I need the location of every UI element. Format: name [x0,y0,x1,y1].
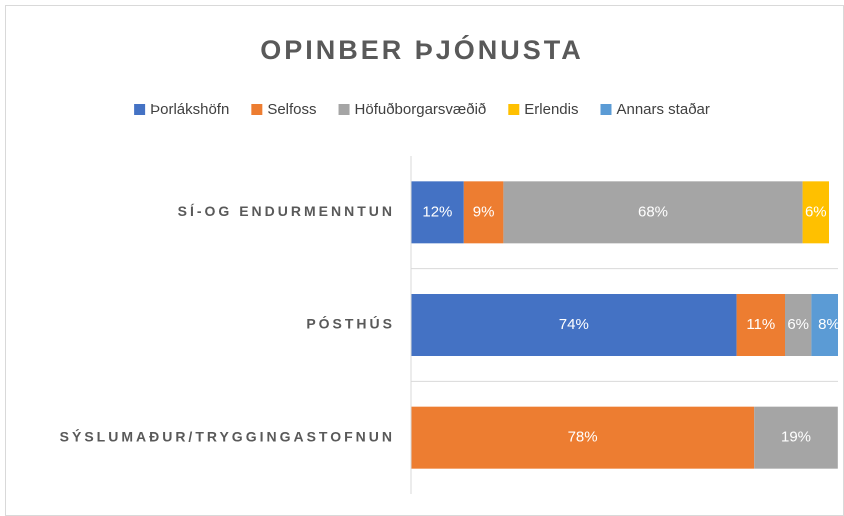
bar-segment [411,294,737,356]
chart-title: OPINBER ÞJÓNUSTA [260,34,584,65]
legend-label: Annars staðar [616,101,709,118]
legend-swatch [338,104,350,115]
legend-swatch [251,104,263,115]
bar-segment [802,181,829,244]
bar-segment [411,406,755,469]
data-label: 6% [787,316,809,333]
category-label: SÍ-OG ENDURMENNTUN [178,203,395,219]
data-label: 9% [473,203,495,220]
legend-swatch [134,104,146,115]
bar-segment [785,294,812,356]
legend-label: Selfoss [267,101,316,118]
bar-segment [736,294,785,356]
data-label: 68% [638,203,668,220]
data-label: 8% [818,316,840,333]
legend-swatch [600,104,612,115]
category-label: SÝSLUMAÐUR/TRYGGINGASTOFNUN [60,427,395,444]
legend-label: Höfuðborgarsvæðið [355,101,487,118]
plot-area: 12% 9% 68% 6% 74% 11% 6% 8% 78% 19% [411,181,840,469]
data-label: 6% [805,203,827,220]
bar-segment [411,181,464,244]
data-label: 11% [746,316,775,333]
data-label: 12% [422,203,452,220]
category-label: PÓSTHÚS [306,315,395,332]
bar-segment [811,294,838,356]
bar-segment [754,406,838,469]
data-label: 74% [559,316,589,333]
bar-segment [463,181,504,244]
legend-swatch [508,104,520,115]
legend-label: Erlendis [524,101,578,118]
data-label: 19% [781,429,811,446]
data-label: 78% [568,429,598,446]
bar-segment [503,181,803,244]
legend-label: Þorlákshöfn [150,101,229,118]
